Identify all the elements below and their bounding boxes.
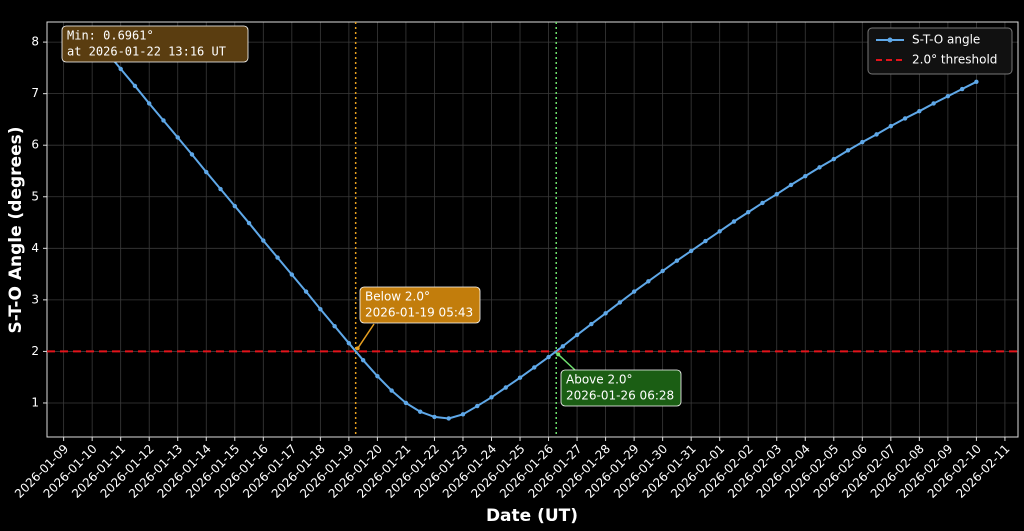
data-point	[831, 156, 836, 162]
data-point	[532, 365, 537, 370]
data-point	[774, 191, 779, 197]
annotation-text: Below 2.0°	[365, 290, 430, 304]
y-axis-label: S-T-O Angle (degrees)	[6, 127, 26, 334]
y-tick-label: 1	[31, 395, 39, 409]
y-tick-label: 8	[31, 35, 39, 49]
data-point	[475, 403, 480, 409]
data-point	[218, 186, 223, 192]
data-point	[959, 86, 965, 92]
data-point	[175, 135, 180, 140]
legend-label: 2.0° threshold	[912, 53, 997, 67]
data-point	[360, 357, 366, 363]
annotation-text: 2026-01-26 06:28	[566, 389, 674, 403]
x-axis-label: Date (UT)	[486, 506, 578, 526]
data-point	[246, 220, 252, 226]
data-point	[803, 173, 808, 179]
data-point	[432, 414, 437, 420]
y-tick-label: 6	[31, 138, 39, 152]
data-point	[289, 272, 295, 277]
data-point	[674, 258, 680, 263]
data-point	[746, 210, 751, 215]
data-point	[603, 311, 608, 316]
data-point	[446, 416, 451, 421]
y-tick-label: 2	[31, 344, 39, 358]
data-point	[375, 373, 380, 379]
annotation-text: 2026-01-19 05:43	[365, 306, 473, 320]
y-tick-label: 3	[31, 292, 39, 306]
data-point	[460, 412, 466, 417]
data-point	[546, 354, 551, 360]
data-point	[845, 148, 851, 153]
plot-frame	[46, 21, 1019, 438]
data-point	[118, 66, 123, 72]
annotation-box	[359, 286, 481, 324]
data-point	[389, 388, 394, 393]
data-point	[760, 200, 765, 206]
data-point	[617, 300, 623, 305]
data-point	[261, 238, 266, 243]
data-point	[703, 238, 708, 244]
data-point	[631, 289, 637, 294]
data-point	[403, 400, 409, 406]
y-tick-label: 5	[31, 189, 39, 203]
legend-marker	[887, 37, 893, 43]
data-point	[817, 165, 822, 170]
data-point	[874, 132, 879, 137]
data-point	[574, 332, 580, 338]
data-point	[589, 321, 594, 327]
data-point	[232, 203, 237, 209]
annotation-arrow	[357, 323, 375, 349]
legend-label: S-T-O angle	[912, 33, 980, 47]
data-point	[945, 94, 951, 99]
data-point	[788, 182, 794, 188]
data-point	[931, 101, 936, 106]
data-point	[332, 323, 337, 329]
data-point	[346, 340, 352, 346]
data-point	[560, 344, 566, 349]
annotation-text: at 2026-01-22 13:16 UT	[67, 45, 226, 59]
y-tick-label: 7	[31, 86, 39, 100]
data-point	[189, 152, 195, 157]
data-point	[275, 255, 280, 260]
y-tick-label: 4	[31, 241, 39, 255]
annotation-arrow	[557, 353, 576, 371]
annotation-box	[61, 25, 249, 63]
annotation-tip	[556, 352, 561, 357]
annotation-tip	[355, 346, 360, 351]
data-point	[489, 395, 494, 400]
data-point	[717, 229, 722, 234]
data-point	[646, 279, 651, 284]
data-point	[132, 83, 138, 89]
data-point	[318, 306, 323, 312]
data-point	[888, 123, 894, 129]
data-point	[731, 219, 737, 224]
data-point	[204, 169, 209, 175]
data-point	[688, 248, 694, 254]
data-line	[105, 51, 977, 420]
data-point	[517, 375, 523, 380]
annotation-box	[560, 369, 682, 407]
data-point	[902, 116, 908, 121]
data-point	[974, 79, 979, 85]
data-point	[147, 101, 152, 106]
annotation-text: Min: 0.6961°	[67, 29, 154, 43]
annotation-text: Above 2.0°	[566, 373, 633, 387]
data-point	[503, 385, 508, 390]
data-point	[660, 268, 665, 274]
data-point	[303, 289, 309, 294]
data-point	[917, 108, 922, 114]
data-point	[161, 118, 166, 123]
data-point	[860, 139, 865, 145]
data-point	[417, 409, 423, 414]
